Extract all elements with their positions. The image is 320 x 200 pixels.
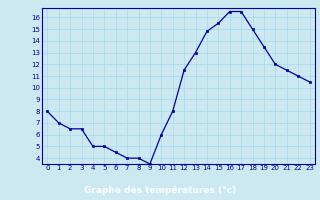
Text: Graphe des températures (°c): Graphe des températures (°c): [84, 185, 236, 195]
